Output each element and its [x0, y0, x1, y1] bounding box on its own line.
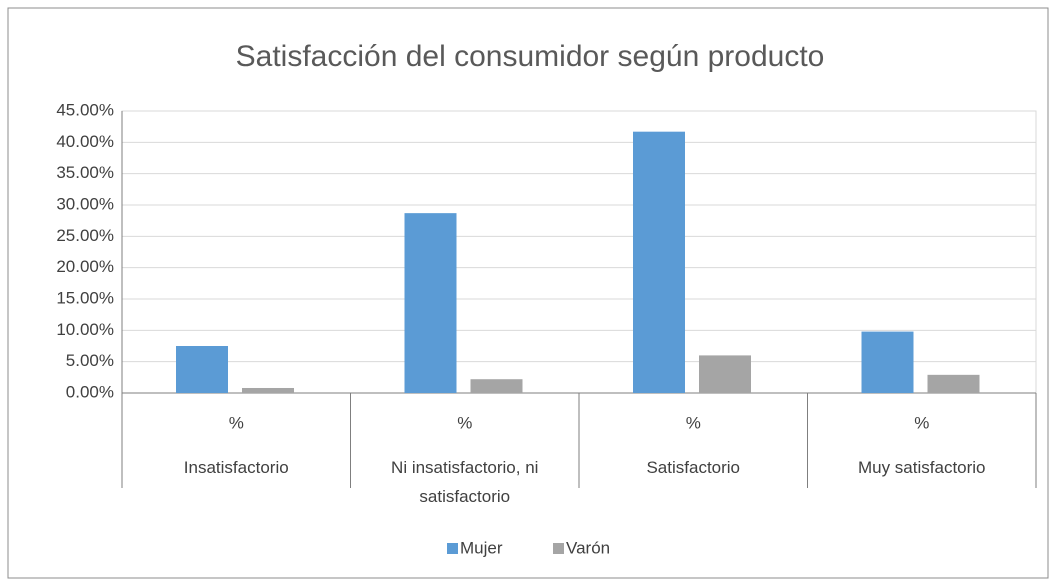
x-tick-label: Insatisfactorio: [183, 458, 289, 477]
bar: [633, 131, 685, 393]
legend-swatch: [553, 543, 564, 554]
bar: [927, 374, 980, 393]
x-subcategory-label: %: [457, 413, 472, 432]
x-tick-label: Muy satisfactorio: [857, 458, 986, 477]
legend-label: Mujer: [460, 538, 503, 557]
y-tick-label: 40.00%: [56, 132, 114, 151]
legend-swatch: [447, 543, 458, 554]
chart-title: Satisfacción del consumidor según produc…: [236, 40, 825, 73]
y-tick-label: 45.00%: [56, 100, 114, 119]
bar: [699, 355, 751, 393]
y-tick-label: 0.00%: [66, 382, 114, 401]
x-subcategory-label: %: [914, 413, 929, 432]
y-tick-label: 5.00%: [66, 351, 114, 370]
bar: [176, 346, 228, 393]
y-tick-label: 25.00%: [56, 226, 114, 245]
y-tick-label: 10.00%: [56, 320, 114, 339]
y-tick-label: 35.00%: [56, 163, 114, 182]
x-subcategory-label: %: [229, 413, 244, 432]
x-tick-label: Ni insatisfactorio, ni satisfactorio: [391, 458, 539, 506]
bar: [242, 387, 294, 393]
y-tick-label: 15.00%: [56, 288, 114, 307]
y-tick-label: 30.00%: [56, 194, 114, 213]
bar: [470, 379, 523, 393]
x-tick-label: Satisfactorio: [646, 458, 741, 477]
legend-label: Varón: [566, 538, 610, 557]
bar: [404, 213, 457, 393]
bar: [861, 331, 914, 393]
x-subcategory-label: %: [686, 413, 701, 432]
chart-border: [7, 7, 1049, 579]
y-tick-label: 20.00%: [56, 257, 114, 276]
